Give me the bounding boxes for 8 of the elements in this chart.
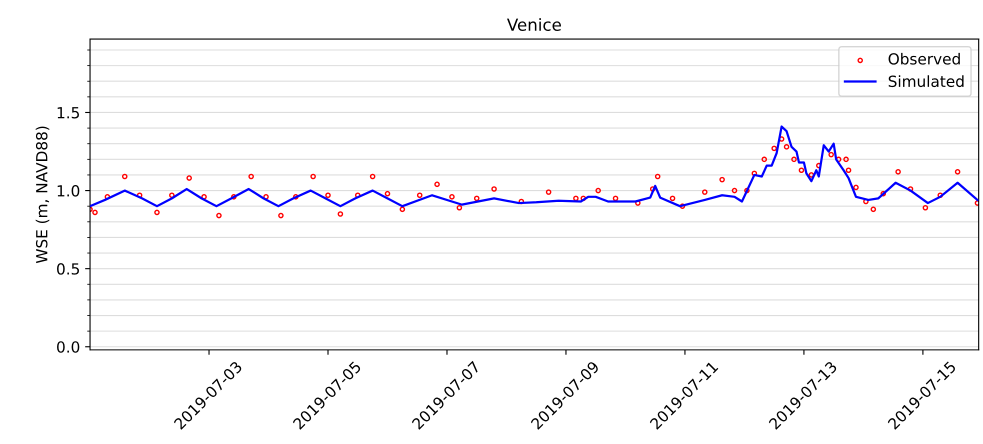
y-tick-label: 0.5 <box>57 263 79 275</box>
legend-label: Observed <box>888 52 960 65</box>
y-tick-label: 1.0 <box>58 185 80 197</box>
y-axis-title: WSE (m, NAVD88) <box>36 126 50 264</box>
y-tick-label: 0.0 <box>57 341 80 353</box>
chart-title: Venice <box>507 18 561 31</box>
y-tick-label: 1.5 <box>58 107 79 118</box>
legend-label: Simulated <box>888 75 964 88</box>
